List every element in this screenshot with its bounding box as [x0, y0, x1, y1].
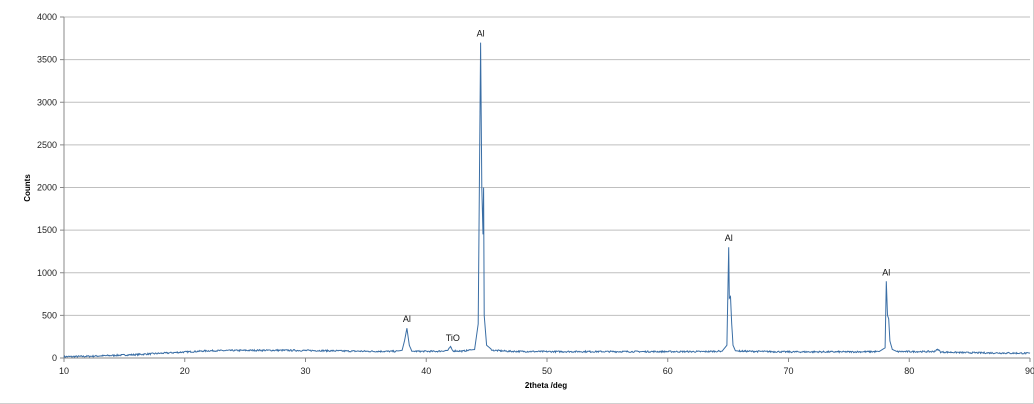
y-tick-label: 2000	[37, 183, 57, 193]
y-tick-label: 1500	[37, 225, 57, 235]
y-axis-title: Counts	[23, 174, 32, 202]
peak-label: Al	[403, 314, 411, 324]
x-axis-title: 2theta /deg	[525, 381, 567, 390]
x-tick-label: 20	[180, 366, 190, 376]
peak-label: TiO	[446, 333, 460, 343]
x-tick-label: 50	[542, 366, 552, 376]
peak-label: Al	[882, 267, 890, 277]
x-axis-ticks: 10 20 30 40 50 60 70 80 90	[59, 358, 1034, 376]
x-tick-label: 30	[300, 366, 310, 376]
y-tick-label: 4000	[37, 12, 57, 22]
x-tick-label: 90	[1025, 366, 1034, 376]
x-tick-label: 80	[904, 366, 914, 376]
y-tick-label: 2500	[37, 140, 57, 150]
y-tick-label: 1000	[37, 268, 57, 278]
series-line	[63, 42, 1031, 359]
x-tick-label: 60	[663, 366, 673, 376]
y-tick-label: 500	[42, 310, 57, 320]
peak-label: Al	[477, 29, 485, 39]
y-tick-label: 3500	[37, 55, 57, 65]
gridlines	[64, 16, 1030, 316]
x-tick-label: 40	[421, 366, 431, 376]
x-tick-label: 10	[59, 366, 69, 376]
y-tick-label: 0	[52, 353, 57, 363]
peak-annotations: Al TiO Al Al Al	[403, 29, 890, 343]
y-tick-label: 3000	[37, 97, 57, 107]
x-tick-label: 70	[783, 366, 793, 376]
peak-label: Al	[725, 233, 733, 243]
y-axis-ticks: 0 500 1000 1500 2000 2500 3000 3500 4000	[37, 12, 64, 363]
